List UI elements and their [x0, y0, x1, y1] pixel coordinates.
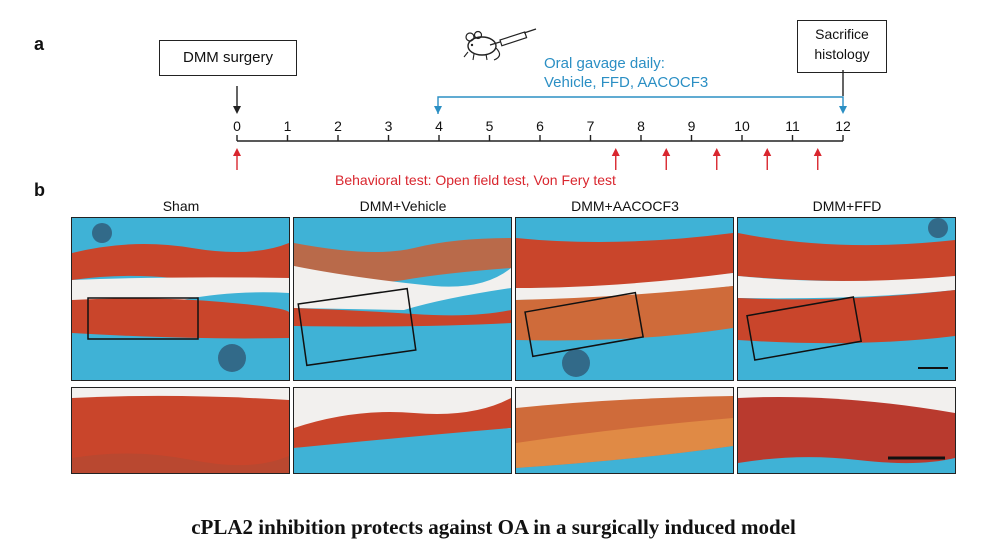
histology-image-dmm-vehicle [293, 217, 512, 381]
zoom-box-dmm-aacocf3 [524, 291, 645, 358]
gavage-text: Oral gavage daily: Vehicle, FFD, AACOCF3 [544, 54, 708, 92]
timeline-tick-label: 3 [385, 118, 393, 134]
timeline-tick-label: 0 [233, 118, 241, 134]
zoom-image-sham [71, 387, 290, 474]
mouse-gavage-icon [460, 26, 540, 66]
histology-image-dmm-ffd [737, 217, 956, 381]
timeline-tick-label: 12 [835, 118, 851, 134]
behavioral-test-arrow-head [662, 148, 671, 156]
gavage-line-2: Vehicle, FFD, AACOCF3 [544, 74, 709, 91]
zoom-box-dmm-ffd [746, 296, 863, 361]
zoom-image-dmm-vehicle [293, 387, 512, 474]
gavage-line-1: Oral gavage daily: [544, 55, 665, 72]
behavioral-test-arrow-head [233, 148, 241, 156]
behavioral-test-text: Behavioral test: Open field test, Von Fe… [335, 172, 616, 188]
timeline-tick-label: 11 [785, 118, 800, 134]
figure-caption: cPLA2 inhibition protects against OA in … [191, 515, 796, 539]
group-label-dmm-vehicle: DMM+Vehicle [359, 198, 447, 214]
histology-image-dmm-aacocf3 [515, 217, 734, 381]
histology-label: histology [814, 46, 870, 62]
timeline-tick-label: 2 [334, 118, 342, 134]
panel-a-letter: a [34, 34, 45, 54]
gavage-arrow-left [434, 106, 442, 114]
timeline-tick-label: 9 [688, 118, 696, 134]
group-label-dmm-aacocf3: DMM+AACOCF3 [571, 198, 679, 214]
group-label-sham: Sham [162, 198, 200, 214]
zoom-image-dmm-ffd [737, 387, 956, 474]
zoom-box-sham [87, 297, 199, 340]
dmm-surgery-box: DMM surgery [159, 40, 297, 76]
histology-image-sham [71, 217, 290, 381]
timeline-tick-label: 6 [536, 118, 544, 134]
timeline-tick-label: 10 [734, 118, 750, 134]
sacrifice-histology-box: Sacrifice histology [797, 20, 887, 73]
timeline-tick-label: 7 [587, 118, 595, 134]
behavioral-test-arrow-head [813, 148, 822, 156]
zoom-image-dmm-aacocf3 [515, 387, 734, 474]
timeline-tick-label: 1 [284, 118, 292, 134]
dmm-surgery-label: DMM surgery [182, 49, 273, 66]
sacrifice-label: Sacrifice [815, 26, 869, 42]
group-label-dmm-ffd: DMM+FFD [812, 198, 882, 214]
behavioral-test-arrow-head [763, 148, 772, 156]
gavage-bracket [437, 96, 844, 114]
zoom-box-dmm-vehicle [297, 287, 417, 367]
timeline-tick-label: 4 [435, 118, 443, 134]
surgery-arrow-head [233, 106, 241, 114]
timeline-tick-label: 8 [637, 118, 645, 134]
gavage-arrow-right [839, 106, 847, 114]
behavioral-test-arrow-head [712, 148, 721, 156]
behavioral-test-arrow-head [611, 148, 620, 156]
panel-b-letter: b [34, 180, 45, 200]
timeline-tick-label: 5 [486, 118, 494, 134]
